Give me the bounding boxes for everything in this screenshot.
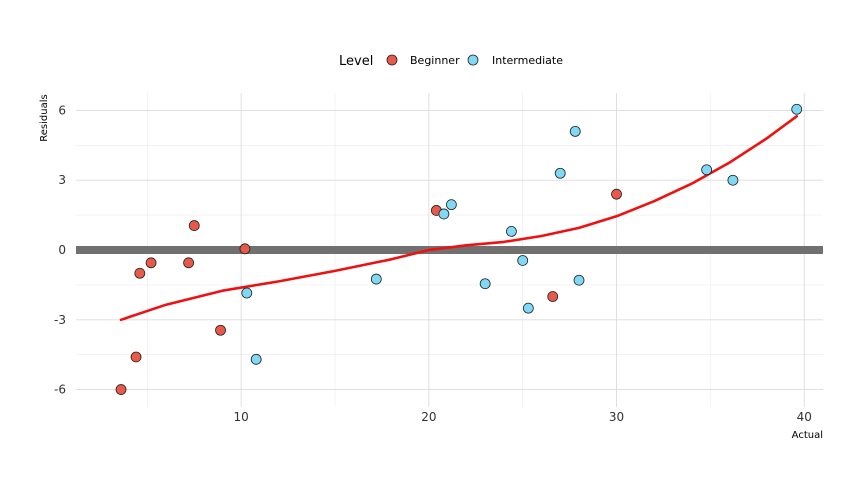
- point-intermediate: [250, 353, 262, 365]
- trend-line: [119, 115, 798, 322]
- point-intermediate: [522, 302, 534, 314]
- point-intermediate: [573, 274, 585, 286]
- y-axis-tick-labels: -6 -3 0 3 6: [54, 103, 66, 396]
- point-intermediate: [554, 167, 566, 179]
- legend-label-intermediate: Intermediate: [492, 54, 563, 67]
- point-beginner: [547, 291, 559, 302]
- legend-key-intermediate: [467, 54, 479, 66]
- legend-label-beginner: Beginner: [410, 54, 460, 67]
- x-tick-label: 10: [234, 410, 249, 424]
- x-axis-title: Actual: [792, 430, 823, 441]
- point-intermediate: [438, 208, 450, 220]
- point-beginner: [115, 384, 127, 395]
- point-beginner: [215, 324, 226, 336]
- point-beginner: [145, 257, 157, 269]
- y-tick-label: -6: [54, 383, 66, 397]
- point-intermediate: [701, 164, 713, 176]
- legend: Level Beginner Intermediate: [339, 54, 563, 69]
- point-intermediate: [569, 125, 581, 137]
- point-intermediate: [241, 287, 253, 299]
- point-intermediate: [791, 103, 803, 115]
- point-beginner: [611, 188, 622, 200]
- point-beginner: [239, 243, 251, 255]
- legend-key-beginner: [386, 54, 398, 66]
- point-intermediate: [506, 225, 517, 237]
- legend-title: Level: [339, 54, 373, 69]
- y-tick-label: 6: [58, 103, 66, 117]
- point-intermediate: [370, 273, 382, 285]
- point-beginner: [188, 220, 200, 231]
- x-tick-label: 30: [609, 410, 624, 424]
- minor-gridlines: [76, 93, 823, 407]
- x-tick-label: 20: [421, 410, 436, 424]
- y-tick-label: -3: [54, 313, 66, 327]
- point-intermediate: [727, 174, 739, 186]
- trend-line-layer: [119, 115, 798, 322]
- y-tick-label: 0: [58, 243, 66, 257]
- point-beginner: [130, 351, 142, 363]
- y-axis-title: Residuals: [39, 94, 50, 141]
- point-intermediate: [479, 278, 491, 290]
- point-intermediate: [517, 255, 529, 266]
- scatter-points: [115, 103, 803, 395]
- point-beginner: [183, 257, 195, 269]
- y-tick-label: 3: [58, 173, 66, 187]
- x-axis-tick-labels: 10 20 30 40: [234, 410, 812, 424]
- x-tick-label: 40: [797, 410, 812, 424]
- point-beginner: [134, 267, 146, 279]
- point-intermediate: [445, 199, 457, 211]
